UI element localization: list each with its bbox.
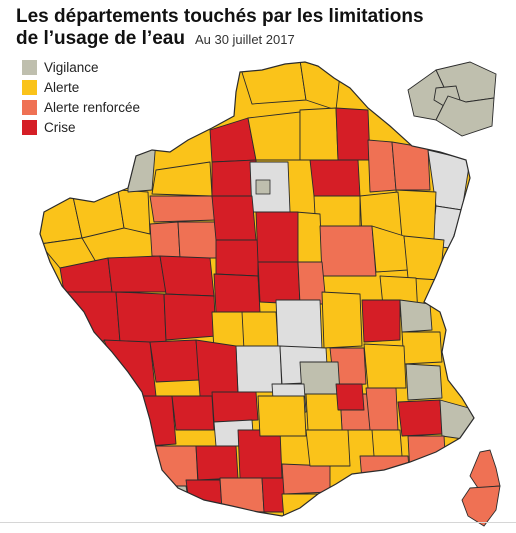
france-outline bbox=[39, 61, 475, 517]
dept-oise bbox=[247, 111, 301, 161]
dept-bouches-du-rhone bbox=[359, 455, 411, 481]
legend-item-alerte: Alerte bbox=[22, 77, 140, 97]
dept-eure-et-loir bbox=[211, 195, 257, 241]
title-line-2: de l’usage de l’eau Au 30 juillet 2017 bbox=[16, 28, 486, 51]
dept-marne bbox=[309, 159, 361, 197]
dept-loiret bbox=[255, 211, 299, 263]
dept-vendee bbox=[63, 291, 121, 343]
title-line-2-text: de l’usage de l’eau bbox=[16, 28, 185, 49]
dept-loir-et-cher bbox=[215, 239, 259, 277]
map-title: Les départements touchés par les limitat… bbox=[16, 6, 486, 51]
dept-drome bbox=[365, 387, 399, 431]
dept-charente bbox=[149, 339, 201, 383]
legend-item-crise: Crise bbox=[22, 117, 140, 137]
dept-creuse bbox=[239, 311, 279, 347]
dept-aveyron bbox=[257, 395, 307, 437]
legend-swatch-crise bbox=[22, 119, 37, 135]
dept-corse-du-sud bbox=[461, 485, 501, 527]
dept-haute-garonne bbox=[219, 477, 265, 513]
dept-mayenne bbox=[149, 221, 181, 259]
dept-alpes-hte-provence bbox=[397, 399, 443, 437]
dept-hautes-pyrenees bbox=[185, 479, 223, 511]
dept-cher bbox=[257, 261, 301, 305]
dept-allier bbox=[275, 299, 323, 351]
dept-haute-corse bbox=[469, 449, 501, 489]
legend-swatch-alerte bbox=[22, 79, 37, 95]
dept-haute-loire bbox=[299, 361, 341, 395]
dept-isere bbox=[363, 343, 407, 389]
dept-lot bbox=[211, 391, 259, 423]
dept-orne bbox=[149, 195, 217, 223]
dept-lozere bbox=[305, 393, 343, 431]
legend-label-crise: Crise bbox=[44, 119, 76, 135]
dept-gironde bbox=[125, 395, 177, 447]
dept-doubs bbox=[403, 235, 445, 281]
inset-val-de-marne bbox=[435, 95, 495, 137]
dept-ain bbox=[361, 299, 401, 343]
dept-deux-sevres bbox=[115, 291, 167, 343]
dept-meuse bbox=[367, 139, 397, 193]
dept-vaucluse bbox=[371, 429, 403, 457]
dept-yonne bbox=[295, 211, 323, 263]
dept-alpes-maritimes bbox=[439, 399, 474, 441]
legend-item-vigilance: Vigilance bbox=[22, 57, 140, 77]
dept-lot-et-garonne bbox=[171, 395, 215, 431]
dept-indre bbox=[213, 273, 261, 313]
dept-aisne bbox=[299, 107, 339, 161]
dept-ardeche bbox=[335, 383, 365, 411]
legend-swatch-vigilance bbox=[22, 59, 37, 75]
legend-label-alerte-renforcee: Alerte renforcée bbox=[44, 99, 141, 115]
paris-inset bbox=[407, 61, 497, 137]
dept-herault bbox=[305, 429, 351, 467]
dept-gers bbox=[195, 445, 239, 481]
title-line-1: Les départements touchés par les limitat… bbox=[16, 6, 424, 27]
legend-label-alerte: Alerte bbox=[44, 79, 80, 95]
date-subtitle: Au 30 juillet 2017 bbox=[194, 32, 295, 47]
dept-ardennes bbox=[335, 107, 371, 161]
dept-saone-et-loire bbox=[321, 291, 363, 349]
dept-petite-couronne bbox=[255, 179, 271, 195]
dept-cote-dor bbox=[319, 225, 377, 277]
legend-item-alerte-renforcee: Alerte renforcée bbox=[22, 97, 140, 117]
dept-indre-et-loire bbox=[159, 255, 215, 297]
dept-hautes-alpes bbox=[405, 363, 443, 401]
dept-haute-savoie bbox=[399, 299, 433, 333]
dept-vienne bbox=[163, 293, 217, 341]
corsica bbox=[461, 449, 501, 527]
legend: Vigilance Alerte Alerte renforcée Crise bbox=[22, 57, 140, 137]
legend-swatch-alerte-renforcee bbox=[22, 99, 37, 115]
dept-aude bbox=[281, 463, 331, 495]
dept-tarn bbox=[237, 429, 283, 479]
paris-small-depts bbox=[255, 179, 271, 195]
dept-dordogne bbox=[195, 339, 239, 397]
dept-pyrenees-atlantiques bbox=[151, 485, 191, 511]
dept-vosges bbox=[395, 189, 437, 241]
legend-label-vigilance: Vigilance bbox=[44, 59, 99, 75]
dept-maine-et-loire bbox=[107, 255, 167, 293]
dept-savoie bbox=[401, 331, 443, 365]
bottom-divider bbox=[0, 522, 516, 523]
dept-manche bbox=[127, 129, 157, 193]
dept-charente-maritime bbox=[103, 339, 157, 397]
